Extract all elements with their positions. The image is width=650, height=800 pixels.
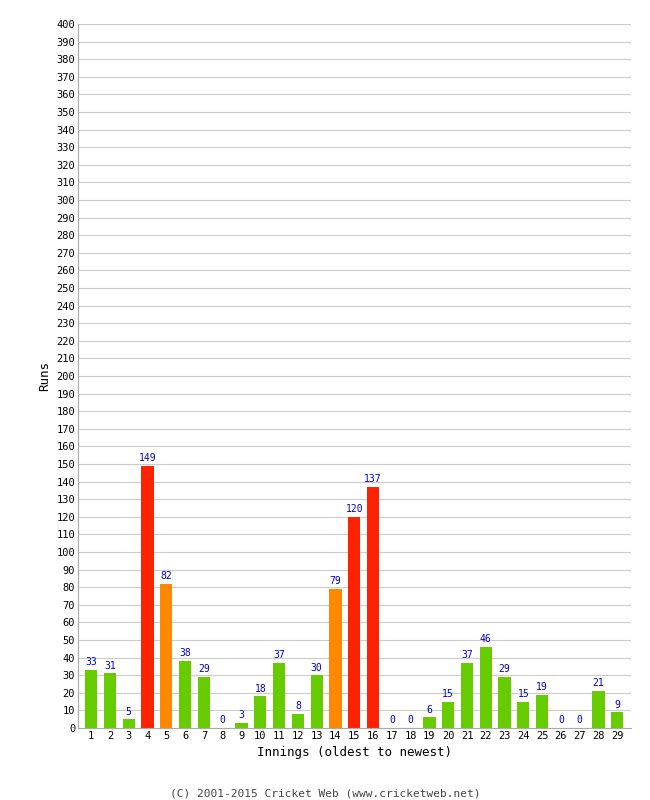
Bar <box>611 712 623 728</box>
Bar <box>442 702 454 728</box>
Bar <box>311 675 323 728</box>
Text: 6: 6 <box>426 705 432 715</box>
Bar <box>348 517 360 728</box>
Text: 30: 30 <box>311 662 322 673</box>
Text: 120: 120 <box>345 504 363 514</box>
Bar <box>142 466 153 728</box>
Bar <box>536 694 549 728</box>
Text: 0: 0 <box>408 715 413 726</box>
Bar <box>235 722 248 728</box>
Text: 19: 19 <box>536 682 548 692</box>
Bar <box>179 661 191 728</box>
X-axis label: Innings (oldest to newest): Innings (oldest to newest) <box>257 746 452 759</box>
Text: 9: 9 <box>614 699 620 710</box>
Text: 82: 82 <box>161 571 172 581</box>
Bar <box>123 719 135 728</box>
Text: 37: 37 <box>461 650 473 660</box>
Bar <box>292 714 304 728</box>
Bar <box>423 718 436 728</box>
Bar <box>330 589 341 728</box>
Bar <box>517 702 530 728</box>
Bar <box>104 674 116 728</box>
Text: (C) 2001-2015 Cricket Web (www.cricketweb.net): (C) 2001-2015 Cricket Web (www.cricketwe… <box>170 788 480 798</box>
Bar <box>367 487 379 728</box>
Bar <box>592 691 604 728</box>
Text: 29: 29 <box>499 664 510 674</box>
Text: 21: 21 <box>593 678 605 688</box>
Text: 33: 33 <box>85 658 97 667</box>
Text: 79: 79 <box>330 576 341 586</box>
Text: 5: 5 <box>126 706 132 717</box>
Text: 38: 38 <box>179 649 191 658</box>
Text: 3: 3 <box>239 710 244 720</box>
Text: 31: 31 <box>104 661 116 670</box>
Text: 29: 29 <box>198 664 210 674</box>
Text: 46: 46 <box>480 634 491 645</box>
Bar <box>499 677 511 728</box>
Text: 0: 0 <box>577 715 582 726</box>
Text: 15: 15 <box>443 689 454 699</box>
Text: 37: 37 <box>273 650 285 660</box>
Text: 149: 149 <box>138 453 157 463</box>
Y-axis label: Runs: Runs <box>38 361 51 391</box>
Text: 0: 0 <box>558 715 564 726</box>
Text: 0: 0 <box>389 715 395 726</box>
Text: 18: 18 <box>254 684 266 694</box>
Bar <box>160 584 172 728</box>
Text: 8: 8 <box>295 702 301 711</box>
Bar <box>480 647 492 728</box>
Bar <box>198 677 210 728</box>
Bar <box>461 663 473 728</box>
Bar <box>85 670 98 728</box>
Text: 15: 15 <box>517 689 529 699</box>
Text: 137: 137 <box>364 474 382 484</box>
Text: 0: 0 <box>220 715 226 726</box>
Bar <box>254 696 266 728</box>
Bar <box>273 663 285 728</box>
